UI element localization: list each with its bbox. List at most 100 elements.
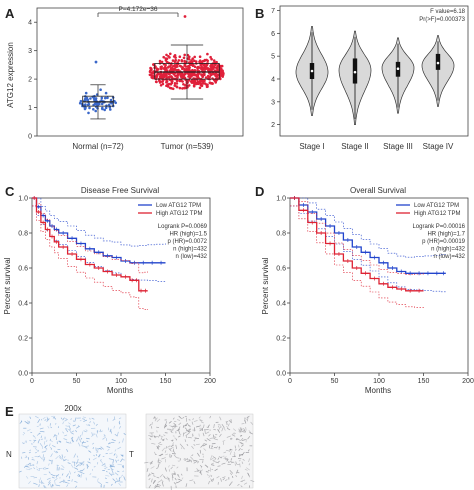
panel-d-title: Overall Survival [350, 186, 406, 195]
panel-e-cell-mark [164, 467, 167, 472]
panel-e-cell-mark [83, 419, 88, 422]
panel-d-stat: n (low)=432 [433, 254, 465, 260]
panel-c-stat: p (HR)=0.0072 [167, 239, 207, 245]
panel-a-point [205, 83, 208, 86]
panel-e-cell-mark [67, 462, 71, 464]
panel-e-cell-mark [55, 484, 61, 487]
panel-e-cell-mark [55, 455, 59, 460]
panel-e-cell-mark [97, 454, 101, 458]
panel-e-cell-mark [178, 426, 181, 430]
panel-e-cell-mark [160, 437, 163, 440]
panel-e-cell-mark [244, 417, 248, 420]
panel-e-cell-mark [204, 464, 209, 468]
panel-e-cell-mark [113, 416, 116, 420]
panel-e-cell-mark [206, 438, 211, 442]
panel-a-point [203, 58, 207, 62]
panel-e-cell-mark [50, 473, 55, 477]
panel-a-point [195, 82, 198, 86]
panel-a-point [196, 73, 200, 77]
panel-e-cell-mark [157, 434, 161, 438]
panel-a-point [215, 75, 219, 78]
panel-e-cell-mark [39, 481, 41, 484]
panel-e-cell-mark [198, 416, 201, 419]
panel-c-ci-lower-low [32, 205, 166, 282]
panel-e-cell-mark [48, 459, 52, 462]
panel-e-cell-mark [197, 452, 200, 457]
panel-e-cell-mark [61, 464, 65, 469]
panel-e-cell-mark [219, 416, 222, 421]
panel-e-cell-mark [29, 449, 31, 451]
panel-e-cell-mark [24, 420, 29, 424]
panel-e-cell-mark [240, 442, 245, 445]
panel-e-cell-mark [90, 433, 95, 437]
panel-e-cell-mark [28, 468, 33, 470]
panel-c-stat: n (high)=432 [173, 247, 208, 253]
panel-a-point [207, 69, 211, 72]
panel-e-cell-mark [172, 428, 174, 431]
panel-label-e: E [5, 404, 14, 419]
panel-label-a: A [5, 6, 15, 21]
panel-e-cell-mark [199, 424, 202, 427]
panel-e-cell-mark [64, 418, 68, 422]
panel-a-pvalue: P=4.172e−36 [118, 6, 157, 13]
panel-e-cell-mark [172, 424, 176, 428]
panel-a-point [148, 70, 152, 73]
panel-a-point [88, 106, 91, 110]
panel-a-point [160, 65, 163, 68]
panel-a-point [182, 83, 185, 86]
panel-e-cell-mark [156, 426, 160, 428]
panel-e-cell-mark [77, 458, 79, 464]
panel-a-point [170, 87, 173, 90]
panel-d-xlabel: Months [365, 386, 391, 395]
panel-e-cell-mark [238, 448, 241, 451]
panel-e-cell-mark [95, 447, 97, 452]
panel-a-point [165, 76, 168, 80]
panel-a-point [84, 97, 87, 101]
panel-e-cell-mark [63, 479, 66, 482]
panel-a-point [155, 80, 158, 84]
panel-e-cell-mark [227, 463, 231, 466]
panel-b-xlabel: Stage III [383, 142, 413, 151]
panel-e-cell-mark [63, 459, 67, 462]
panel-e-cell-mark [95, 454, 98, 456]
panel-e-cell-mark [109, 452, 113, 455]
panel-a-point [198, 55, 202, 58]
panel-e-cell-mark [217, 457, 220, 460]
panel-e-cell-mark [236, 438, 241, 441]
panel-e-cell-mark [54, 480, 56, 485]
panel-a-point [84, 91, 88, 95]
panel-e-cell-mark [210, 464, 215, 466]
panel-e-cell-mark [45, 449, 48, 451]
panel-e-cell-mark [65, 481, 70, 484]
panel-e-cell-mark [49, 483, 52, 488]
panel-e-cell-mark [213, 438, 219, 441]
panel-a-point [104, 106, 108, 110]
panel-e-cell-mark [151, 472, 155, 475]
panel-a-point [180, 59, 184, 62]
panel-e-cell-mark [110, 465, 115, 468]
panel-e-cell-mark [22, 442, 25, 445]
panel-e-cell-mark [183, 458, 186, 460]
panel-e-cell-mark [116, 470, 120, 473]
panel-e-cell-mark [239, 463, 241, 468]
panel-e-cell-mark [91, 417, 95, 420]
panel-e-cell-mark [241, 461, 244, 465]
panel-e-cell-mark [179, 443, 184, 448]
panel-e-cell-mark [83, 430, 87, 433]
panel-e-cell-mark [209, 437, 214, 439]
panel-e-cell-mark [156, 483, 159, 486]
panel-e-cell-mark [85, 437, 90, 440]
panel-a-point [86, 98, 90, 102]
panel-e-cell-mark [37, 439, 40, 444]
panel-e-cell-mark [100, 485, 103, 488]
panel-e-cell-mark [237, 483, 240, 486]
panel-a-point [201, 59, 205, 63]
panel-e-cell-mark [81, 431, 84, 436]
panel-e-cell-mark [93, 432, 95, 435]
panel-b-ytick-label: 7 [271, 8, 275, 15]
panel-a-point [158, 81, 162, 84]
panel-e-cell-mark [185, 435, 188, 438]
panel-a-point [194, 60, 198, 63]
panel-e-cell-mark [172, 464, 176, 467]
panel-a-point [187, 58, 191, 61]
